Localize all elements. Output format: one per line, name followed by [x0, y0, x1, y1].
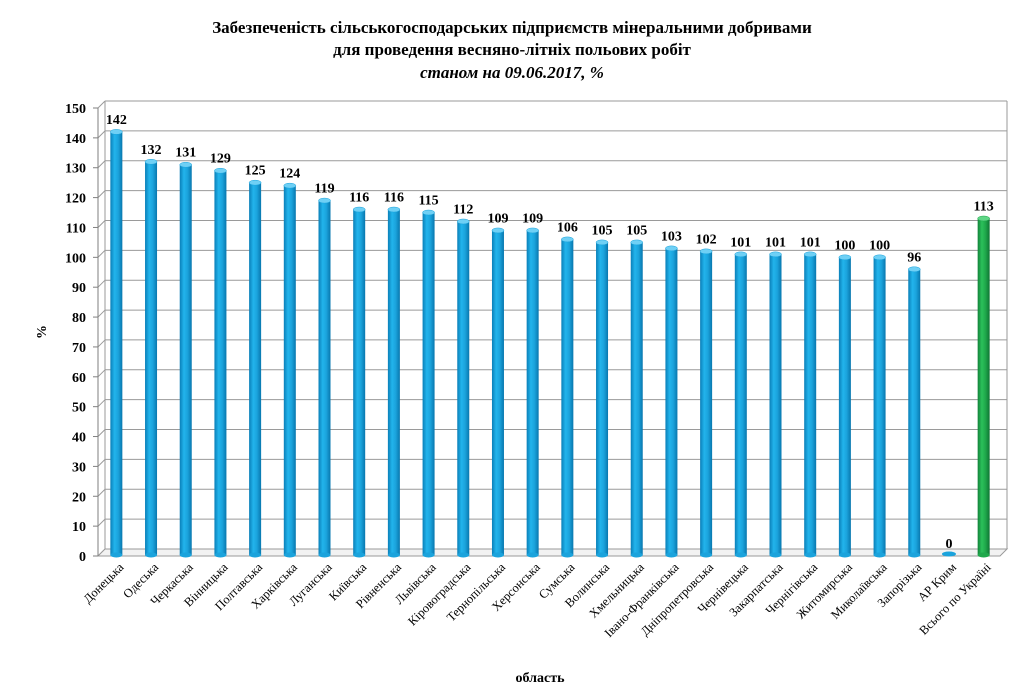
y-tick-label: 0 [79, 550, 86, 565]
y-tick-label: 90 [72, 281, 86, 296]
data-label: 96 [907, 250, 921, 265]
bar [630, 239, 643, 558]
gridline-side [97, 399, 106, 408]
bar [457, 218, 470, 558]
gridline-side [97, 100, 106, 109]
y-tick-label: 50 [72, 401, 86, 416]
y-tick-label: 150 [65, 102, 86, 117]
bar [734, 251, 748, 558]
bar [283, 182, 297, 558]
y-tick-label: 10 [72, 520, 86, 535]
y-tick-label: 130 [65, 162, 86, 177]
data-label: 106 [557, 220, 578, 235]
bar [422, 209, 435, 558]
bar [526, 227, 539, 558]
bar [803, 251, 817, 558]
data-label: 129 [210, 152, 231, 167]
gridline-side [97, 279, 106, 288]
chart-title-line1: Забезпеченість сільськогосподарських під… [212, 18, 812, 37]
y-tick-label: 40 [72, 431, 86, 446]
y-tick-label: 70 [72, 341, 86, 356]
data-label: 101 [800, 235, 821, 250]
data-label: 131 [175, 146, 196, 161]
x-category-label: Донецька [81, 560, 127, 606]
bar [352, 206, 366, 558]
data-label: 105 [592, 223, 613, 238]
data-label: 102 [696, 232, 717, 247]
y-tick-label: 100 [65, 251, 86, 266]
y-tick-labels: 0 10 20 30 40 50 60 70 80 90 100 110 120 130 140 150 [65, 102, 86, 565]
gridlines [97, 100, 1008, 557]
y-tick-label: 30 [72, 460, 86, 475]
data-label: 116 [349, 191, 369, 206]
data-label: 103 [661, 229, 682, 244]
bar [318, 197, 331, 558]
y-tick-label: 20 [72, 490, 86, 505]
gridline-side [97, 130, 106, 139]
chart-subtitle: станом на 09.06.2017, % [420, 63, 604, 82]
data-label: 109 [522, 211, 543, 226]
gridline-side [97, 249, 106, 258]
bar [941, 551, 956, 557]
bar [769, 251, 782, 558]
bar-total [977, 215, 990, 558]
gridline-side [97, 160, 106, 169]
gridline-side [97, 459, 106, 467]
bar [179, 161, 192, 558]
chart-title-line2: для проведення весняно-літніх польових р… [333, 40, 691, 59]
data-label: 113 [974, 200, 994, 215]
data-label: 100 [869, 238, 890, 253]
y-tick-label: 110 [66, 221, 86, 236]
x-category-labels: ДонецькаОдеськаЧеркаськаВінницькаПолтавс… [81, 560, 995, 640]
data-label: 115 [418, 194, 438, 209]
gridline-side [97, 339, 106, 348]
y-tick-label: 60 [72, 371, 86, 386]
y-tick-label: 120 [65, 192, 86, 207]
data-label: 116 [384, 191, 404, 206]
y-tick-label: 140 [65, 132, 86, 147]
bars [110, 129, 990, 558]
bar [491, 227, 505, 558]
bar [873, 254, 886, 558]
data-label: 119 [314, 182, 334, 197]
bar [387, 206, 401, 558]
data-label: 124 [279, 167, 300, 182]
gridline-side [97, 220, 106, 228]
data-label: 0 [945, 537, 952, 552]
bar [110, 129, 123, 558]
bar [214, 167, 227, 558]
x-axis-title: область [516, 671, 566, 686]
bar [665, 245, 678, 558]
data-label: 142 [106, 113, 127, 128]
data-label: 105 [626, 223, 647, 238]
bar [561, 236, 574, 558]
bar [595, 239, 609, 558]
data-label: 100 [834, 238, 855, 253]
gridline-side [97, 190, 106, 198]
bar [144, 159, 158, 558]
data-label: 101 [730, 235, 751, 250]
chart-floor [96, 548, 1009, 557]
bar [248, 179, 262, 558]
gridline-side [97, 518, 106, 527]
bar [908, 266, 921, 558]
data-label: 112 [453, 202, 473, 217]
gridline-side [97, 488, 106, 497]
data-label: 125 [245, 164, 266, 179]
gridline-side [97, 429, 106, 437]
data-label: 132 [141, 143, 162, 158]
data-labels: 142 132 131 129 125 124 119 116 116 115 112 109 109 1… [106, 113, 994, 552]
y-axis-title: % [35, 325, 50, 339]
bar [699, 248, 713, 558]
y-tick-label: 80 [72, 311, 86, 326]
gridline-side [97, 309, 106, 318]
data-label: 109 [487, 211, 508, 226]
gridline-side [97, 369, 106, 378]
bar [838, 254, 852, 558]
data-label: 101 [765, 235, 786, 250]
